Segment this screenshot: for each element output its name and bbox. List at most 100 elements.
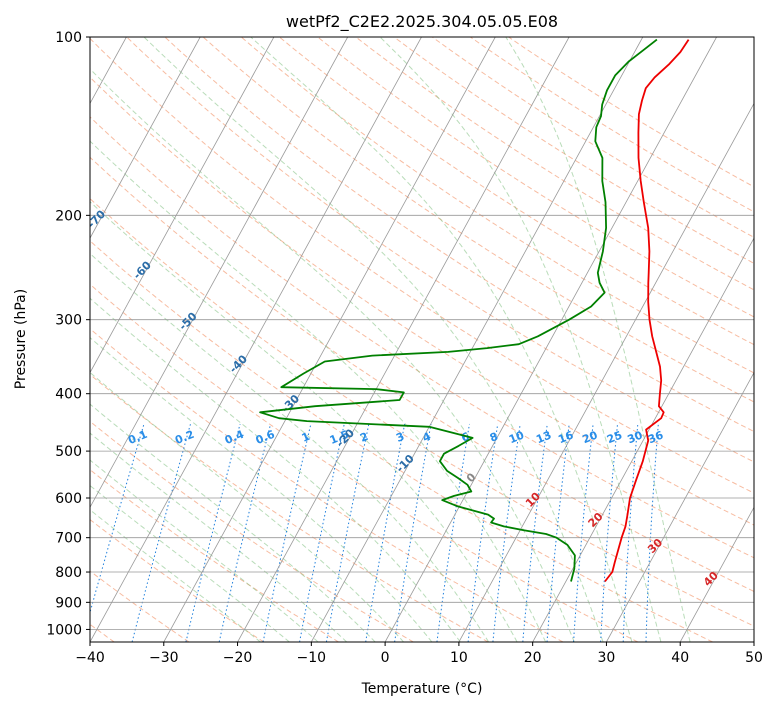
- moist-adiabat: [379, 37, 662, 642]
- y-axis: 100 200 300 400 500 600 700 800 900 1000: [46, 30, 90, 638]
- isotherm: [458, 102, 754, 642]
- mixing-ratio-label: 8: [488, 430, 500, 445]
- dry-adiabat: [90, 518, 265, 642]
- dry-adiabat: [90, 37, 754, 494]
- background-lines: [90, 37, 754, 642]
- isotherm-label: -80: [39, 156, 62, 179]
- isotherm: [90, 37, 275, 374]
- y-tick-label: 200: [55, 208, 82, 224]
- dry-adiabat: [90, 240, 713, 642]
- dry-adiabat: [355, 37, 754, 291]
- mixing-ratio-label: 0.2: [173, 428, 196, 447]
- y-tick-label: 1000: [46, 622, 82, 638]
- moist-adiabat: [90, 297, 461, 642]
- y-tick-label: 700: [55, 531, 82, 547]
- dry-adiabat: [90, 197, 754, 627]
- isotherm: [384, 37, 717, 642]
- y-tick-label: 800: [55, 565, 82, 581]
- isotherm-label: 30: [645, 536, 665, 556]
- mixing-ratio-line: [600, 423, 618, 642]
- dry-adiabat: [164, 37, 754, 433]
- y-tick-label: 100: [55, 30, 82, 46]
- dry-adiabat: [431, 37, 754, 238]
- isotherm: [606, 371, 754, 642]
- dry-adiabat: [90, 570, 190, 642]
- moist-adiabat: [90, 403, 376, 642]
- x-tick-label: −10: [297, 650, 327, 666]
- y-axis-label: Pressure (hPa): [13, 289, 29, 389]
- x-axis: −40 −30 −20 −10 0 10 20 30 40 50: [75, 642, 763, 666]
- mixing-ratio-label: 4: [421, 430, 433, 445]
- moist-adiabat: [90, 252, 490, 642]
- moist-adiabat: [90, 432, 348, 642]
- isotherm: [90, 37, 422, 642]
- dry-adiabat: [90, 116, 754, 559]
- isoline-labels: 0.10.20.40.611.52346810131620253036-100-…: [39, 156, 721, 589]
- isotherm: [679, 506, 754, 642]
- x-tick-label: −30: [149, 650, 179, 666]
- isotherm: [90, 37, 349, 509]
- mixing-ratio-line: [622, 423, 639, 642]
- plot-frame: [89, 36, 755, 643]
- dry-adiabat: [202, 37, 754, 403]
- isotherm: [753, 641, 754, 642]
- isotherm-label: 20: [586, 510, 606, 530]
- mixing-ratio-line: [436, 423, 470, 642]
- temperature-line: [604, 39, 690, 583]
- dry-adiabat: [508, 37, 754, 188]
- moist-adiabat: [143, 37, 604, 642]
- isotherm-label: 10: [523, 490, 543, 510]
- x-tick-label: −20: [223, 650, 253, 666]
- mixing-ratio-label: 10: [507, 428, 526, 446]
- moist-adiabat: [250, 37, 633, 642]
- mixing-ratio-label: 3: [394, 430, 406, 445]
- isotherm: [237, 37, 570, 642]
- x-tick-label: 0: [381, 650, 390, 666]
- mixing-ratio-line: [299, 423, 345, 642]
- moist-adiabat: [90, 68, 575, 642]
- dry-adiabat: [90, 76, 754, 526]
- mixing-ratio-line: [325, 423, 370, 642]
- mixing-ratio-line: [185, 423, 241, 642]
- dry-adiabat: [90, 328, 564, 642]
- y-tick-label: 500: [55, 444, 82, 460]
- dry-adiabat: [317, 37, 754, 318]
- mixing-ratio-line: [365, 423, 406, 642]
- mixing-ratio-line: [90, 423, 145, 615]
- moist-adiabat: [90, 336, 433, 642]
- isotherm: [532, 237, 754, 642]
- moist-adiabat: [90, 140, 547, 642]
- dry-adiabat: [126, 37, 754, 463]
- mixing-ratio-label: 36: [646, 428, 665, 446]
- x-tick-label: 40: [671, 650, 689, 666]
- grid: [90, 37, 754, 642]
- mixing-ratio-line: [262, 423, 312, 642]
- x-tick-label: 20: [524, 650, 542, 666]
- y-tick-label: 600: [55, 491, 82, 507]
- isotherm: [310, 37, 644, 642]
- mixing-ratio-label: 16: [556, 428, 575, 446]
- mixing-ratio-label: 25: [605, 428, 624, 446]
- mixing-ratio-label: 0.4: [223, 428, 246, 447]
- mixing-ratio-label: 2: [358, 430, 370, 445]
- mixing-ratio-label: 1: [300, 430, 312, 445]
- dewpoint-line: [259, 38, 658, 582]
- mixing-ratio-line: [131, 423, 191, 642]
- mixing-ratio-label: 30: [625, 428, 644, 446]
- profiles: [259, 38, 690, 583]
- moist-adiabat: [505, 37, 691, 642]
- mixing-ratio-label: 0.6: [254, 428, 277, 447]
- mixing-ratio-line: [394, 423, 432, 642]
- dry-adiabat: [90, 373, 489, 642]
- mixing-ratio-line: [573, 423, 594, 642]
- y-tick-label: 400: [55, 387, 82, 403]
- isotherm: [90, 37, 201, 239]
- y-tick-label: 300: [55, 313, 82, 329]
- mixing-ratio-line: [467, 423, 499, 642]
- dry-adiabat: [90, 469, 339, 642]
- dry-adiabat: [240, 37, 754, 374]
- x-tick-label: 30: [598, 650, 616, 666]
- dry-adiabat: [279, 37, 754, 346]
- y-tick-label: 900: [55, 595, 82, 611]
